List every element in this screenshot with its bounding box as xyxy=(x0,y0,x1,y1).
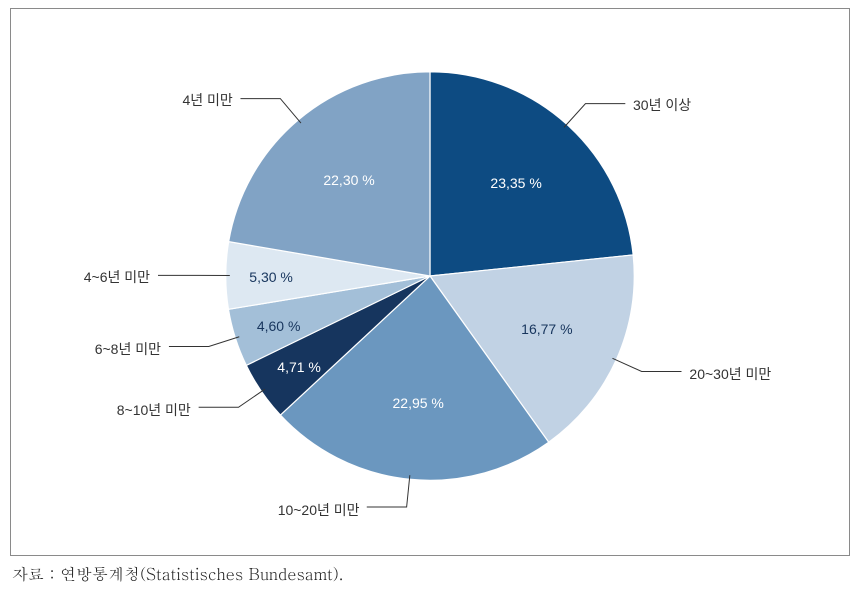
pie-pct-label: 16,77 % xyxy=(521,321,572,337)
pie-category-label: 4~6년 미만 xyxy=(84,267,150,287)
leader-line xyxy=(169,337,239,347)
leader-line xyxy=(199,389,265,407)
source-citation: 자료 : 연방통계청(Statistisches Bundesamt). xyxy=(12,562,343,585)
pie-pct-label: 23,35 % xyxy=(490,175,541,191)
pie-category-label: 6~8년 미만 xyxy=(95,339,161,359)
pie-category-label: 30년 이상 xyxy=(633,95,691,115)
leader-line xyxy=(564,104,625,128)
pie-pct-label: 22,95 % xyxy=(393,395,444,411)
pie-category-label: 20~30년 미만 xyxy=(689,364,771,384)
pie-category-label: 10~20년 미만 xyxy=(278,500,360,520)
pie-category-label: 8~10년 미만 xyxy=(117,400,191,420)
leader-line xyxy=(240,99,300,123)
pie-pct-label: 4,60 % xyxy=(257,318,301,334)
pie-pct-label: 22,30 % xyxy=(323,172,374,188)
pie-pct-label: 4,71 % xyxy=(277,359,321,375)
pie-category-label: 4년 미만 xyxy=(182,90,232,110)
pie-chart-area: 23,35 % 30년 이상 16,77 % 20~30년 미만 22,95 % 10~2… xyxy=(11,9,849,555)
pie-pct-label: 5,30 % xyxy=(249,269,293,285)
leader-line xyxy=(612,358,681,371)
leader-line xyxy=(367,475,410,507)
chart-frame: 23,35 % 30년 이상 16,77 % 20~30년 미만 22,95 % 10~2… xyxy=(10,8,850,556)
